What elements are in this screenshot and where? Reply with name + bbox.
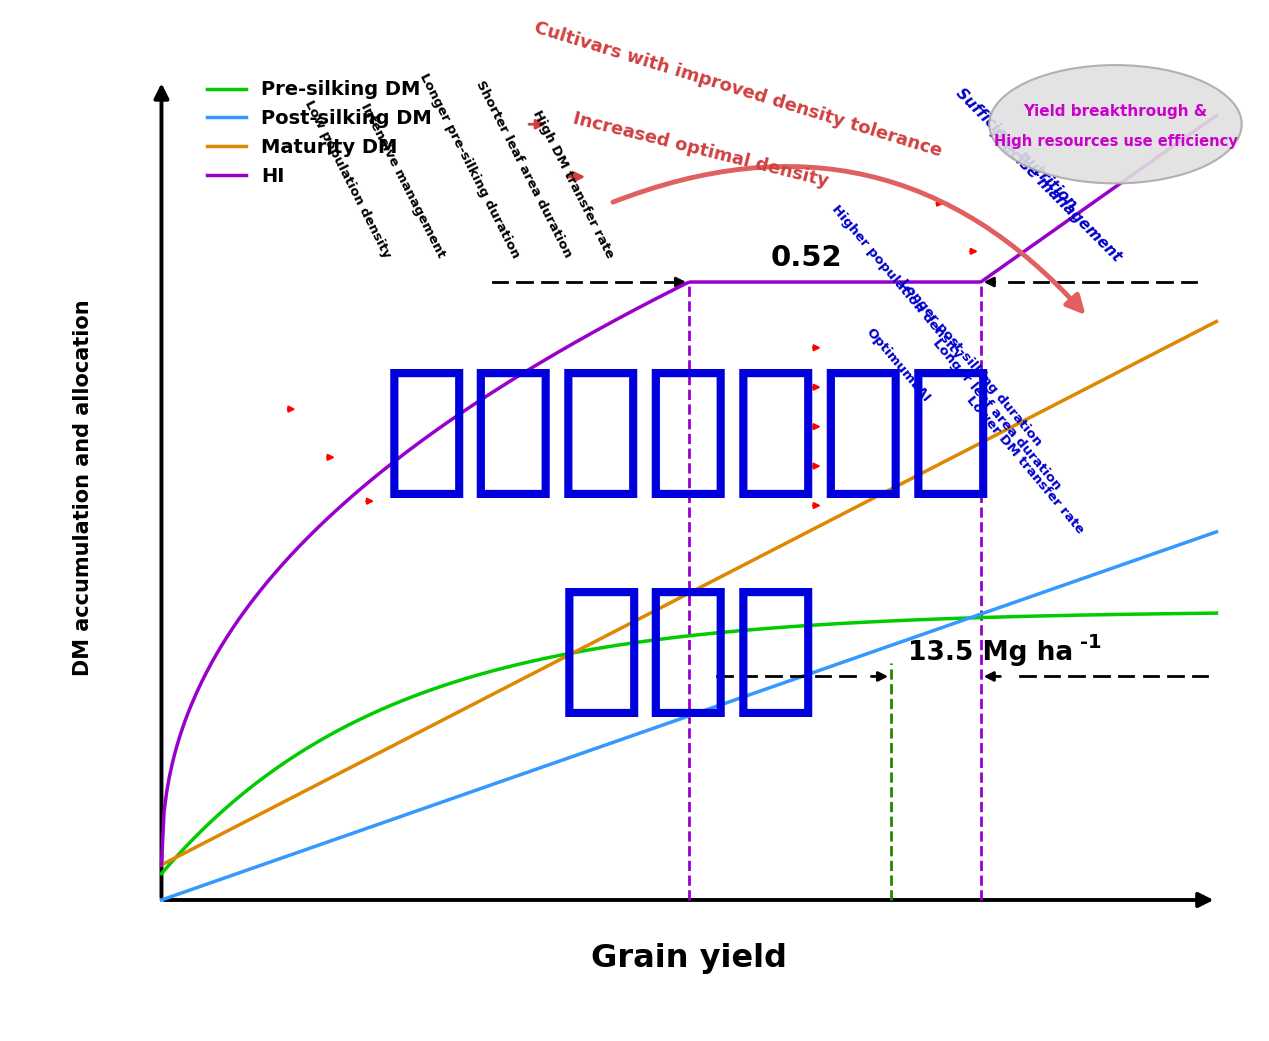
Text: Longer leaf area duration: Longer leaf area duration [930,336,1063,492]
Text: Longer pre-silking duration: Longer pre-silking duration [418,71,523,260]
X-axis label: Grain yield: Grain yield [591,943,787,974]
Text: 0.52: 0.52 [772,244,843,272]
Text: Low population density: Low population density [302,98,393,260]
Text: Longer post-silking duration: Longer post-silking duration [897,277,1044,449]
Text: 13.5 Mg ha: 13.5 Mg ha [907,640,1074,666]
Text: Intensive management: Intensive management [358,101,448,260]
Text: High DM transfer rate: High DM transfer rate [529,108,615,260]
Text: 学术报告，天文: 学术报告，天文 [383,360,995,502]
Text: Sufficient nutrition: Sufficient nutrition [953,85,1080,212]
Text: Shorter leaf area duration: Shorter leaf area duration [473,79,575,260]
Text: High resources use efficiency: High resources use efficiency [994,134,1237,149]
Ellipse shape [990,66,1242,183]
Text: Cultivars with improved density tolerance: Cultivars with improved density toleranc… [532,19,944,160]
Text: 学学术: 学学术 [557,580,820,720]
Text: Lower DM transfer rate: Lower DM transfer rate [964,393,1086,536]
Text: Increased optimal density: Increased optimal density [571,110,830,192]
Text: DM accumulation and allocation: DM accumulation and allocation [72,300,93,677]
FancyArrowPatch shape [613,167,1082,311]
Text: Precise management: Precise management [986,126,1124,264]
Text: Higher population density: Higher population density [829,203,964,361]
Legend: Pre-silking DM, Post-silking DM, Maturity DM, HI: Pre-silking DM, Post-silking DM, Maturit… [199,73,440,194]
Text: -1: -1 [1080,633,1101,652]
Text: Yield breakthrough &: Yield breakthrough & [1023,104,1208,119]
Text: OptimumLAI: OptimumLAI [863,326,933,405]
